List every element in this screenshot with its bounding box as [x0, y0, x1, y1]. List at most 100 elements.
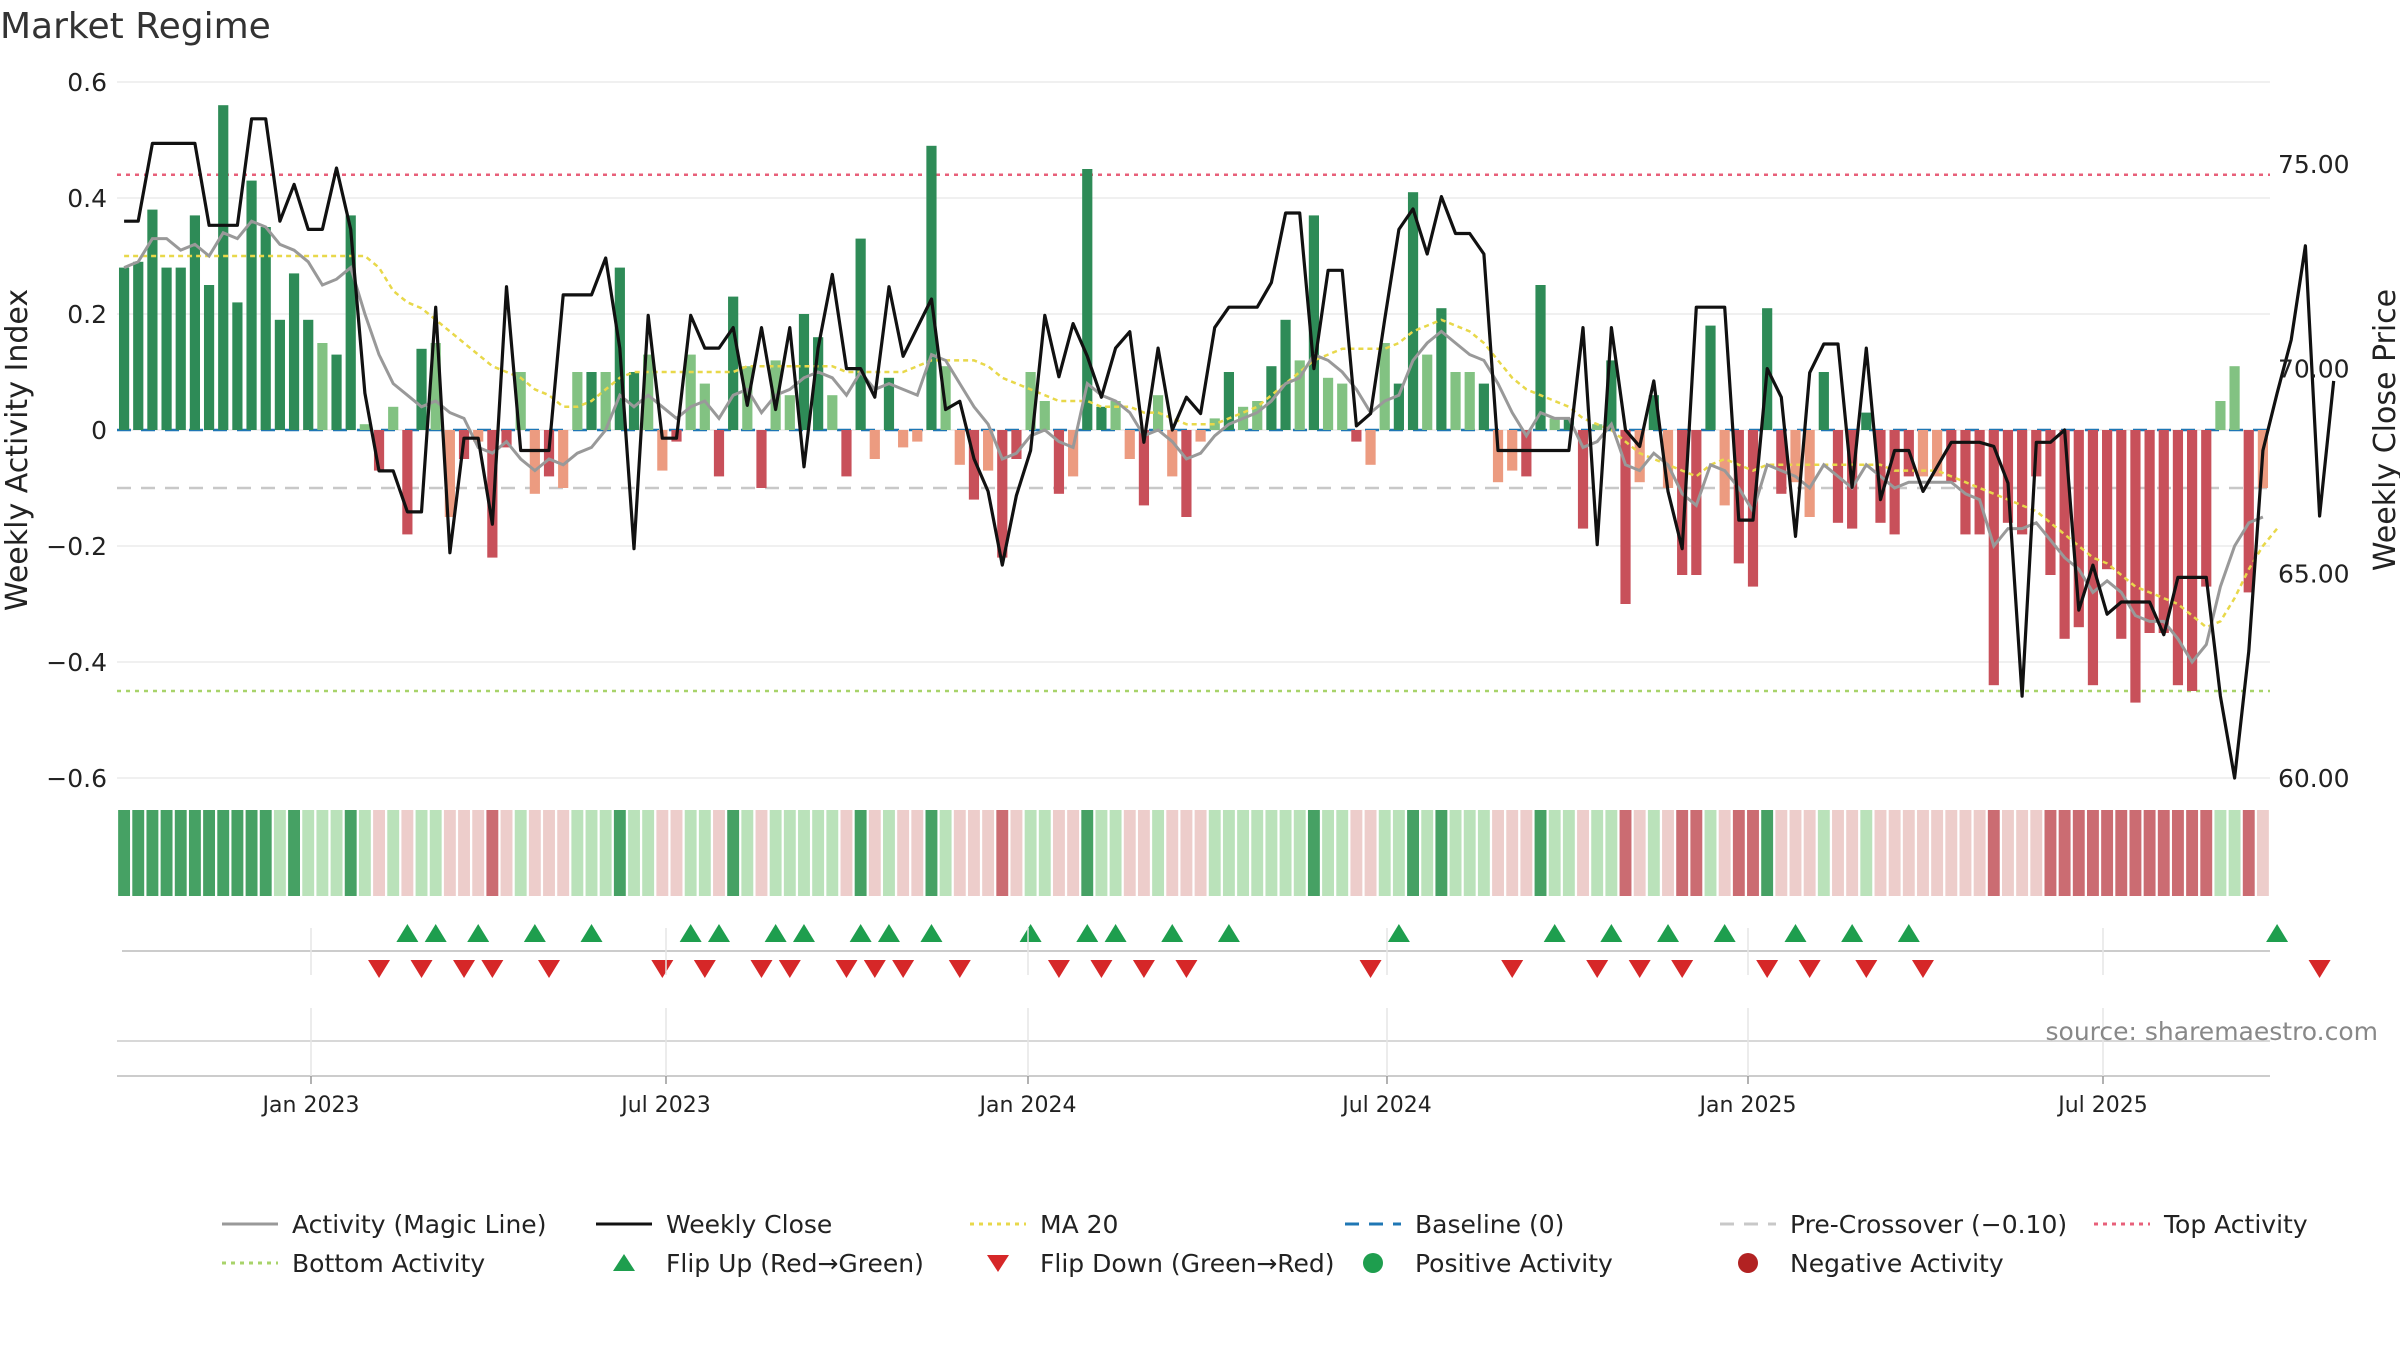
activity-bar: [926, 145, 937, 431]
ribbon-cell: [174, 810, 187, 896]
ribbon-cell: [2242, 810, 2255, 896]
flip-down-marker: [1798, 960, 1821, 978]
ribbon-cell: [543, 810, 555, 896]
axis-ticks: 0.6 0.4 0.2 0 −0.2 −0.4 −0.6 75.00 70.00 65.00 60.…: [46, 68, 2349, 1118]
activity-bar: [2087, 430, 2099, 686]
x-tick-label: Jan 2024: [978, 1093, 1077, 1118]
ribbon-cell: [1690, 810, 1703, 896]
activity-bar: [1818, 372, 1829, 430]
ribbon-cell: [755, 810, 768, 896]
ribbon-cell: [1931, 810, 1944, 896]
ribbon-cell: [670, 810, 683, 896]
chart-title: Market Regime: [0, 6, 271, 47]
legend-item: Top Activity: [2094, 1210, 2308, 1239]
activity-bar: [600, 372, 611, 430]
ribbon-cell: [259, 810, 272, 896]
ribbon-cell: [968, 810, 980, 896]
flip-down-marker: [1359, 960, 1382, 978]
ribbon-cell: [1761, 810, 1774, 896]
ribbon-cell: [1662, 810, 1674, 896]
activity-bar: [1648, 395, 1659, 430]
ribbon-cell: [1307, 810, 1320, 896]
flip-up-marker: [707, 924, 730, 942]
ribbon-cell: [2171, 810, 2184, 896]
ribbon-cell: [2200, 810, 2213, 896]
ribbon-cell: [1605, 810, 1618, 896]
activity-bar: [1563, 418, 1574, 430]
activity-bar: [1464, 372, 1475, 430]
activity-bar: [558, 430, 569, 488]
activity-bar: [359, 424, 370, 430]
activity-bar: [1917, 430, 1929, 477]
activity-bar: [1521, 430, 1532, 477]
ribbon-cell: [2030, 810, 2043, 896]
ribbon-cell: [953, 810, 966, 896]
ribbon-cell: [203, 810, 216, 896]
ribbon-cell: [585, 810, 598, 896]
flip-down-marker: [481, 960, 504, 978]
activity-bar: [303, 319, 314, 430]
activity-bar: [1988, 430, 1999, 686]
activity-bar: [1677, 430, 1688, 575]
flip-down-marker: [1047, 960, 1070, 978]
flip-up-marker: [1217, 924, 1240, 942]
reference-lines: [117, 173, 2270, 693]
ribbon-cell: [2016, 810, 2029, 896]
activity-bar: [997, 430, 1008, 558]
legend-label: Bottom Activity: [292, 1249, 485, 1278]
flip-up-marker: [1600, 924, 1623, 942]
ribbon-cell: [628, 810, 640, 896]
activity-bar: [685, 354, 696, 430]
flip-down-marker: [1855, 960, 1878, 978]
y-right-tick-label: 65.00: [2278, 559, 2350, 588]
legend-label: Flip Down (Green→Red): [1040, 1249, 1335, 1278]
activity-bar: [2130, 430, 2141, 703]
ribbon-cell: [302, 810, 315, 896]
ribbon-cell: [231, 810, 244, 896]
activity-ribbon: [118, 810, 2269, 896]
flip-markers: [122, 924, 2331, 978]
activity-bar: [388, 406, 399, 430]
ribbon-cell: [996, 810, 1009, 896]
x-tick-label: Jan 2025: [1698, 1093, 1797, 1118]
flip-up-marker: [1543, 924, 1566, 942]
ribbon-cell: [868, 810, 881, 896]
ribbon-cell: [344, 810, 357, 896]
ribbon-cell: [1917, 810, 1929, 896]
ribbon-cell: [2129, 810, 2142, 896]
y-left-tick-label: −0.6: [46, 764, 107, 793]
flip-up-marker: [764, 924, 787, 942]
flip-up-marker: [877, 924, 900, 942]
activity-bar: [1804, 430, 1815, 517]
ribbon-cell: [1137, 810, 1150, 896]
ribbon-cell: [1038, 810, 1051, 896]
flip-down-marker: [778, 960, 801, 978]
ribbon-cell: [146, 810, 159, 896]
activity-bar: [487, 430, 498, 558]
activity-bar: [1337, 383, 1348, 430]
activity-bar: [1946, 430, 1957, 483]
activity-bar: [2073, 430, 2084, 628]
activity-bar: [1082, 169, 1093, 430]
activity-bar: [2229, 366, 2240, 430]
ribbon-cell: [599, 810, 612, 896]
ribbon-cell: [1747, 810, 1759, 896]
ribbon-cell: [1775, 810, 1788, 896]
legend-item: Flip Up (Red→Green): [613, 1249, 924, 1278]
flip-up-marker: [467, 924, 490, 942]
ribbon-cell: [939, 810, 952, 896]
activity-bar: [274, 319, 285, 430]
activity-bar: [118, 267, 130, 430]
ribbon-cell: [514, 810, 527, 896]
activity-bar: [473, 430, 484, 442]
activity-bar: [515, 372, 526, 430]
ribbon-cell: [769, 810, 782, 896]
activity-bar: [1209, 418, 1220, 430]
ribbon-cell: [1095, 810, 1108, 896]
legend-label: Negative Activity: [1790, 1249, 2004, 1278]
ribbon-cell: [1562, 810, 1575, 896]
ribbon-cell: [2002, 810, 2014, 896]
flip-down-marker: [1911, 960, 1934, 978]
ribbon-cell: [1166, 810, 1179, 896]
flip-up-marker: [849, 924, 872, 942]
